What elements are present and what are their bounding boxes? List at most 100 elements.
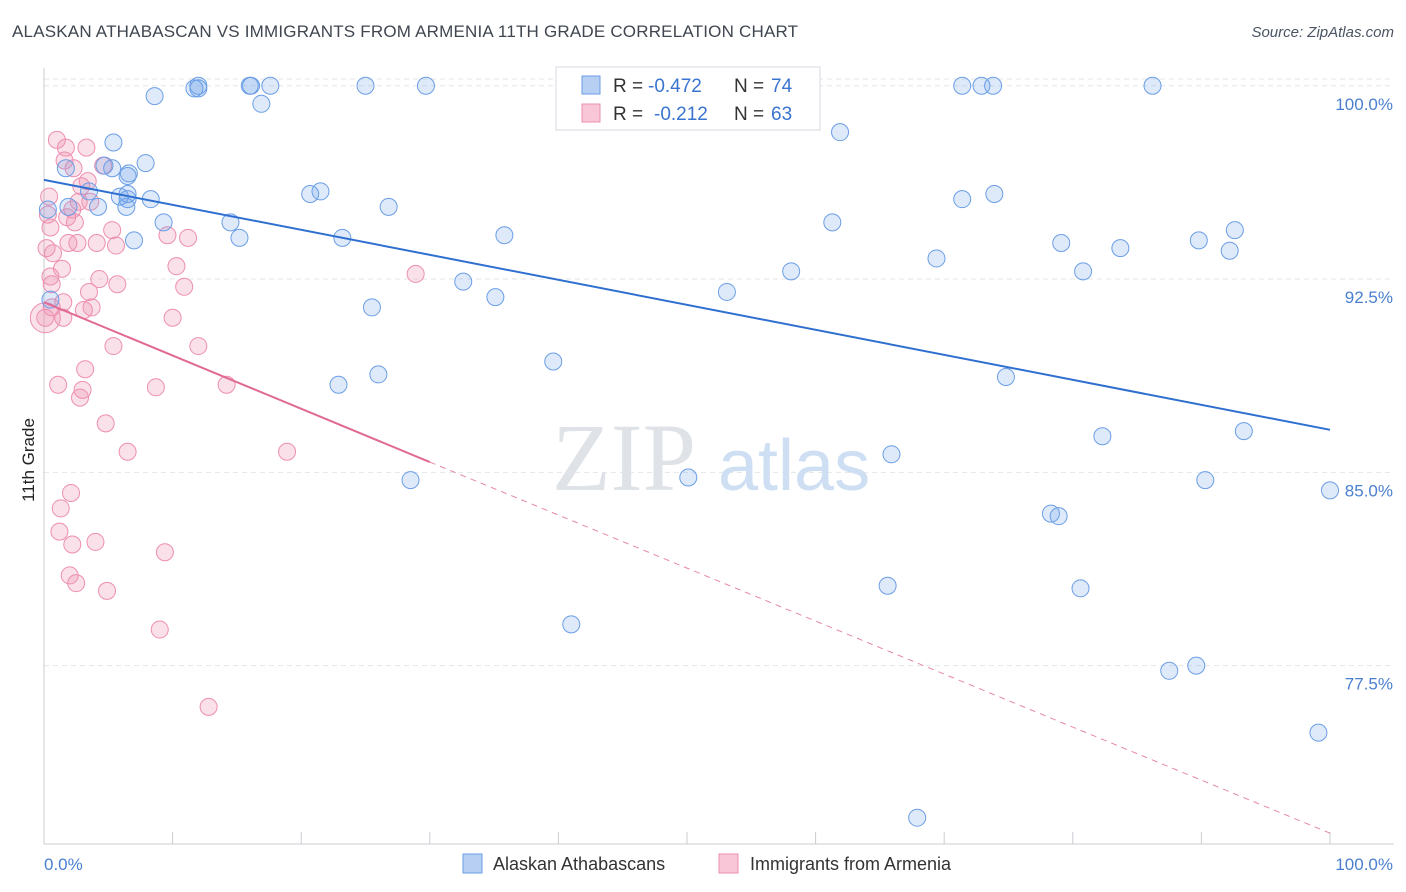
data-point-athabascan (953, 76, 972, 95)
data-point-athabascan (416, 76, 435, 95)
data-point-armenia (49, 375, 68, 394)
data-point-armenia (59, 233, 78, 252)
data-point-athabascan (1052, 233, 1071, 252)
trend-lines (43, 178, 1331, 834)
data-point-athabascan (717, 282, 736, 301)
data-point-athabascan (1321, 481, 1339, 500)
data-point-armenia (51, 499, 70, 518)
y-tick-label: 100.0% (1335, 95, 1393, 114)
data-point-athabascan (125, 231, 144, 250)
data-point-athabascan (927, 249, 946, 268)
data-point-athabascan (908, 808, 927, 827)
data-point-armenia (47, 130, 66, 149)
data-point-armenia (68, 233, 87, 252)
data-point-armenia (50, 522, 69, 541)
data-point-athabascan (1309, 723, 1328, 742)
series-immigrants-from-armenia (29, 130, 425, 716)
data-point-armenia (104, 337, 123, 356)
data-point-armenia (108, 275, 127, 294)
data-point-athabascan (369, 365, 388, 384)
data-point-athabascan (118, 190, 137, 209)
data-point-athabascan (136, 154, 155, 173)
data-point-athabascan (329, 375, 348, 394)
data-point-athabascan (679, 468, 698, 487)
data-point-athabascan (119, 164, 138, 183)
data-point-athabascan (1189, 231, 1208, 250)
y-axis-label: 11th Grade (19, 418, 38, 502)
data-point-armenia (189, 337, 208, 356)
data-point-armenia (163, 308, 182, 327)
data-point-armenia (175, 277, 194, 296)
gridlines (44, 78, 1394, 667)
data-point-athabascan (301, 185, 320, 204)
data-point-athabascan (996, 367, 1015, 386)
data-point-athabascan (59, 197, 78, 216)
legend-swatch-blue (581, 75, 601, 95)
data-point-armenia (67, 574, 86, 593)
data-point-armenia (36, 308, 55, 327)
legend-n-label-blue: N = (734, 76, 764, 97)
data-point-armenia (73, 380, 92, 399)
data-point-armenia (56, 138, 75, 157)
data-point-athabascan (985, 185, 1004, 204)
data-point-armenia (98, 581, 117, 600)
data-point-athabascan (562, 615, 581, 634)
data-point-armenia (42, 275, 61, 294)
data-point-armenia (146, 378, 165, 397)
data-point-armenia (118, 442, 137, 461)
data-point-athabascan (104, 133, 123, 152)
legend-r-label-blue: R = (613, 76, 643, 97)
legend-swatch-pink (581, 103, 601, 123)
data-point-armenia (87, 233, 106, 252)
data-point-armenia (63, 535, 82, 554)
bottom-legend-label-blue: Alaskan Athabascans (493, 854, 665, 874)
data-point-athabascan (1074, 262, 1093, 281)
data-point-athabascan (1160, 661, 1179, 680)
data-point-athabascan (261, 76, 280, 95)
data-point-athabascan (1049, 507, 1068, 526)
data-point-armenia (96, 414, 115, 433)
bottom-legend: Alaskan Athabascans Immigrants from Arme… (462, 853, 952, 874)
legend-n-label-pink: N = (734, 104, 764, 125)
data-point-armenia (80, 282, 99, 301)
data-point-athabascan (362, 298, 381, 317)
y-tick-label: 77.5% (1345, 675, 1393, 694)
data-point-athabascan (252, 94, 271, 113)
tick-labels: 100.0% 92.5% 85.0% 77.5% 0.0% 100.0% (44, 95, 1393, 874)
data-point-athabascan (145, 87, 164, 106)
data-point-armenia (82, 298, 101, 317)
legend-r-label-pink: R = (613, 104, 643, 125)
data-point-athabascan (1093, 427, 1112, 446)
data-point-athabascan (486, 288, 505, 307)
data-point-athabascan (38, 200, 57, 219)
chart-title: ALASKAN ATHABASCAN VS IMMIGRANTS FROM AR… (12, 22, 799, 41)
bottom-legend-swatch-pink (718, 853, 739, 874)
data-point-armenia (44, 244, 63, 263)
data-point-athabascan (1220, 241, 1239, 260)
legend-n-value-blue: 74 (771, 76, 793, 97)
data-point-athabascan (154, 213, 173, 232)
data-point-athabascan (1196, 471, 1215, 490)
legend-n-value-pink: 63 (771, 104, 792, 125)
data-point-athabascan (221, 213, 240, 232)
data-point-athabascan (356, 76, 375, 95)
data-point-athabascan (544, 352, 563, 371)
data-point-athabascan (782, 262, 801, 281)
data-point-athabascan (230, 228, 249, 247)
data-point-athabascan (495, 226, 514, 245)
data-point-athabascan (80, 182, 99, 201)
y-tick-label: 85.0% (1345, 481, 1393, 500)
data-point-athabascan (878, 576, 897, 595)
watermark-zip: ZIP (552, 404, 696, 511)
data-point-athabascan (401, 471, 420, 490)
data-point-armenia (64, 159, 83, 178)
trend-line-armenia-extension (429, 461, 1331, 834)
data-point-athabascan (1111, 239, 1130, 258)
trend-line-armenia (43, 301, 431, 463)
data-point-armenia (77, 138, 96, 157)
data-point-armenia (60, 566, 79, 585)
data-point-athabascan (454, 272, 473, 291)
chart-source: Source: ZipAtlas.com (1251, 24, 1394, 41)
legend-r-value-blue: -0.472 (648, 76, 702, 97)
